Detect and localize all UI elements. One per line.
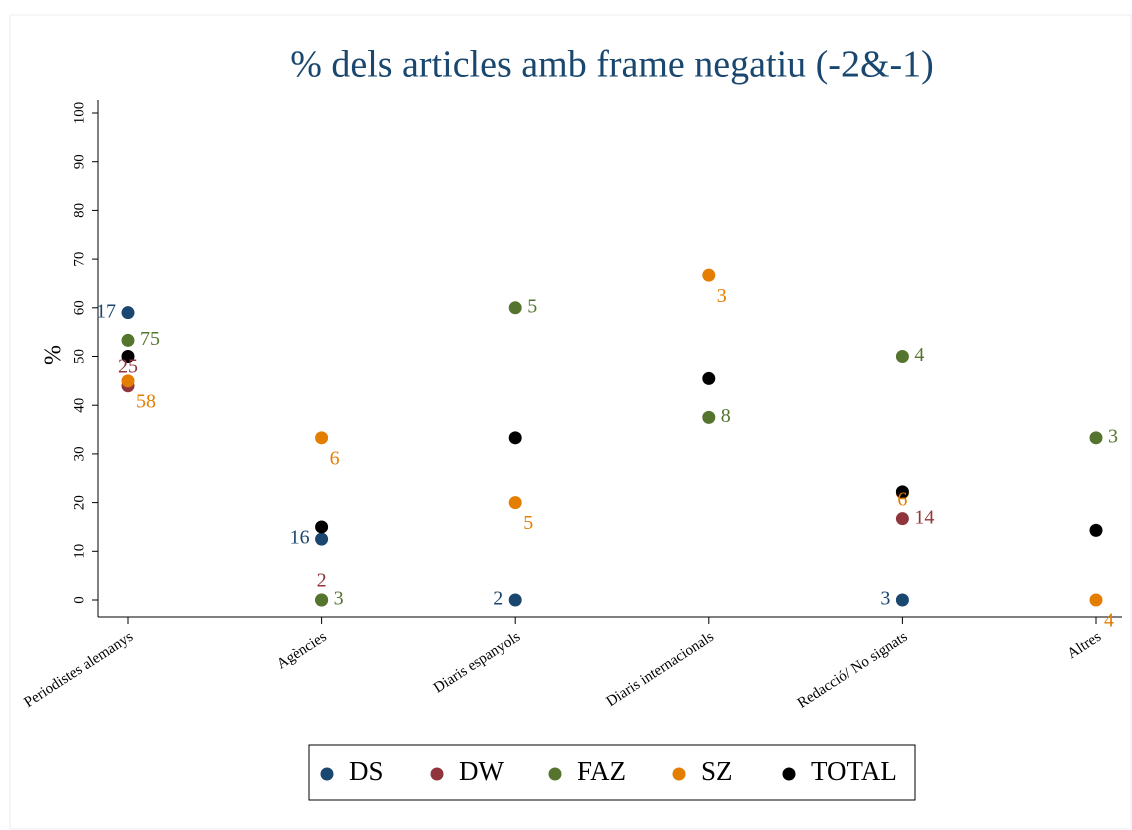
marker-label: 3 [880, 588, 890, 610]
legend-label: SZ [701, 756, 733, 786]
dot [1089, 523, 1103, 537]
marker-label: 2 [317, 570, 327, 592]
dot [315, 520, 329, 534]
y-axis-title: % [41, 345, 67, 365]
chart-title: % dels articles amb frame negatiu (-2&-1… [290, 44, 934, 86]
y-tick-label: 0 [71, 596, 87, 604]
marker-label: 4 [1104, 610, 1114, 632]
legend-label: DS [349, 756, 384, 786]
marker-label: 17 [96, 300, 116, 322]
marker-label: 5 [523, 512, 533, 534]
marker-label: 3 [334, 588, 344, 610]
legend-label: TOTAL [811, 756, 897, 786]
marker-label: 3 [1108, 425, 1118, 447]
dot [895, 485, 909, 499]
dot [895, 512, 909, 526]
dot [121, 333, 135, 347]
dot [895, 593, 909, 607]
dot [1089, 593, 1103, 607]
marker-label: 5 [527, 295, 537, 317]
dot [508, 593, 522, 607]
legend-label: DW [459, 756, 504, 786]
dot [895, 350, 909, 363]
legend-marker [430, 767, 444, 781]
y-tick-label: 60 [71, 300, 87, 315]
y-tick-label: 10 [71, 544, 87, 559]
legend-label: FAZ [577, 756, 626, 786]
y-tick-label: 100 [71, 102, 87, 125]
legend-marker [782, 767, 796, 781]
y-tick-label: 70 [71, 252, 87, 267]
legend [308, 744, 916, 801]
marker-label: 14 [914, 506, 934, 528]
dot [508, 301, 522, 315]
dot [121, 350, 135, 363]
legend-marker [548, 767, 562, 781]
dot [315, 532, 329, 546]
frame [9, 14, 1132, 830]
y-tick-label: 80 [71, 203, 87, 218]
marker-label: 4 [914, 344, 924, 366]
marker-label: 3 [717, 285, 727, 307]
dot [315, 431, 329, 445]
dot [702, 410, 716, 424]
y-tick-label: 20 [71, 495, 87, 510]
marker-label: 6 [330, 447, 340, 469]
dot [315, 593, 329, 607]
y-tick-label: 50 [71, 349, 87, 364]
dot [508, 431, 522, 445]
marker-label: 8 [721, 405, 731, 427]
y-tick-label: 30 [71, 446, 87, 461]
legend-marker [320, 767, 334, 781]
dot [702, 268, 716, 282]
dot [508, 496, 522, 510]
dot [121, 306, 135, 320]
dot [1089, 431, 1103, 445]
marker-label: 2 [493, 588, 503, 610]
marker-label: 58 [136, 390, 156, 412]
marker-label: 75 [140, 328, 160, 350]
y-tick-label: 90 [71, 154, 87, 169]
y-tick-label: 40 [71, 398, 87, 413]
legend-marker [672, 767, 686, 781]
marker-label: 25 [118, 355, 138, 377]
dot [121, 374, 135, 388]
marker-label: 6 [897, 488, 907, 510]
marker-label: 16 [290, 527, 310, 549]
dot [702, 371, 716, 385]
